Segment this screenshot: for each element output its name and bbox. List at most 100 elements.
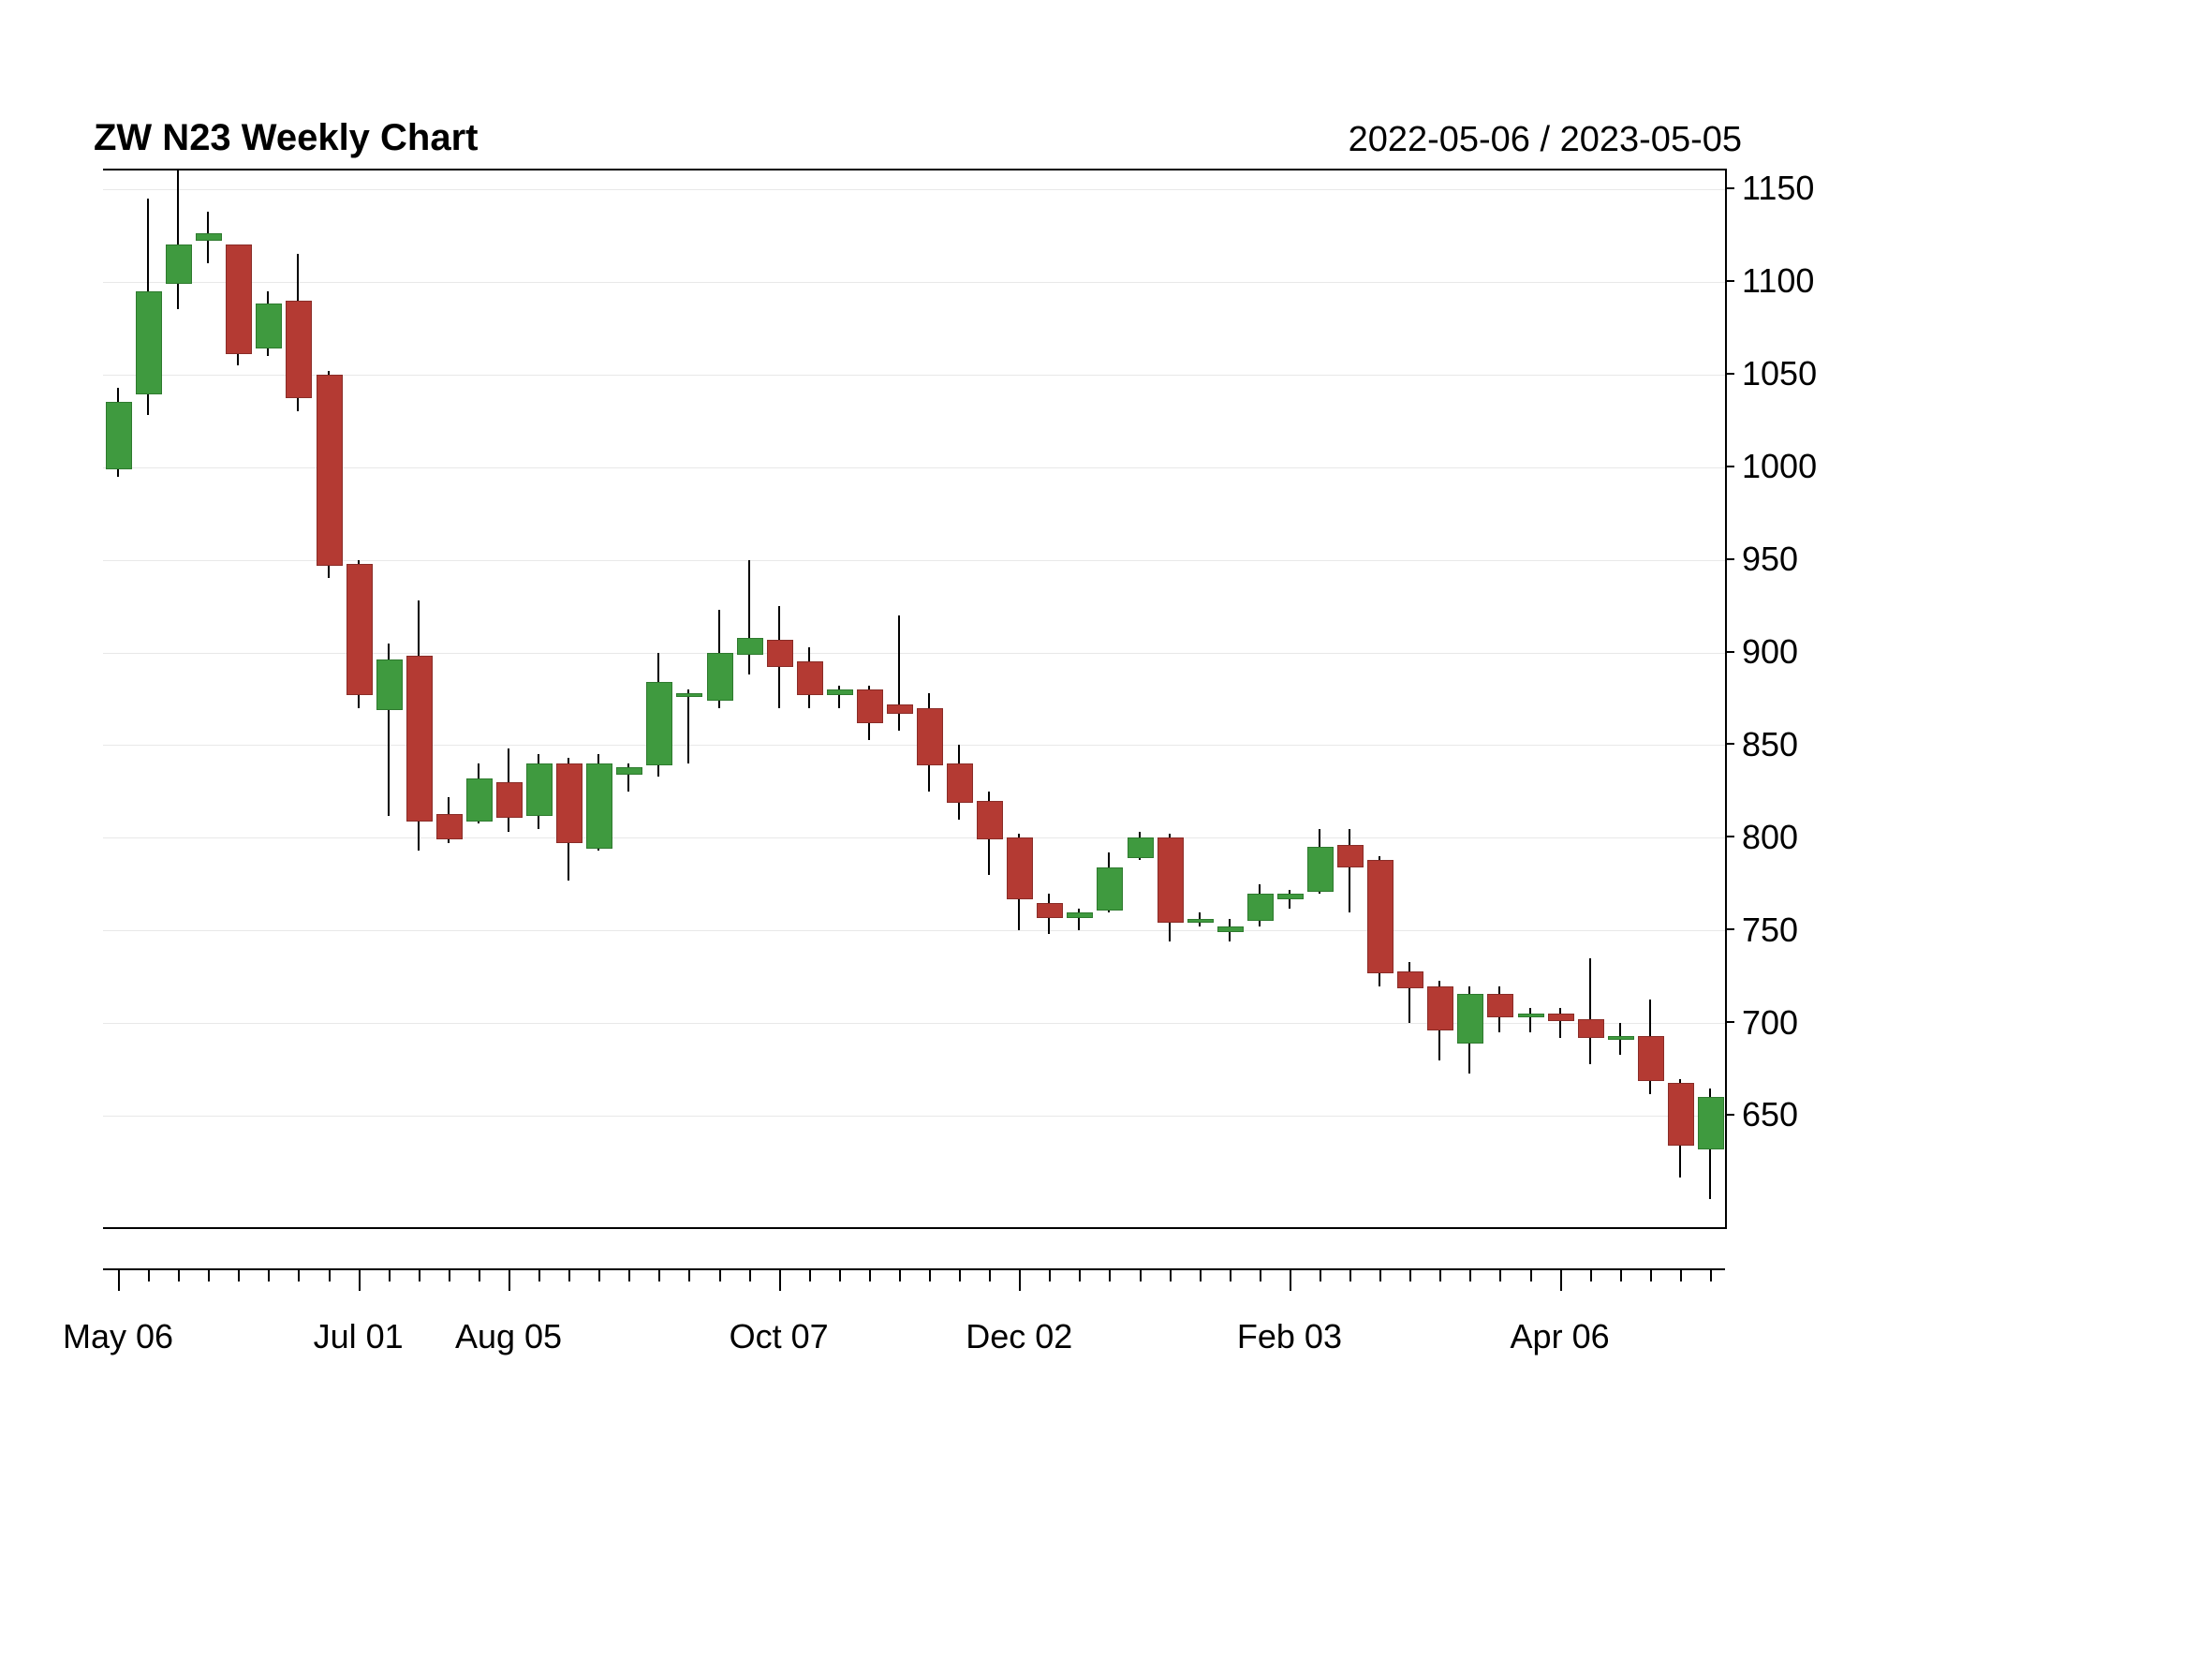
x-tick-minor <box>1469 1268 1471 1281</box>
candle-wick <box>177 170 179 309</box>
y-tick-label: 700 <box>1742 1003 1798 1043</box>
candle-down <box>556 763 582 843</box>
candle-up <box>1067 912 1093 918</box>
y-tick-mark <box>1725 743 1734 745</box>
x-tick-label: Dec 02 <box>966 1317 1072 1356</box>
candle-up <box>646 682 672 765</box>
x-tick-minor <box>688 1268 690 1281</box>
x-tick-minor <box>839 1268 841 1281</box>
x-tick-minor <box>148 1268 150 1281</box>
gridline-horizontal <box>103 930 1725 931</box>
y-tick-mark <box>1725 1114 1734 1116</box>
x-tick-minor <box>1260 1268 1261 1281</box>
candle-up <box>196 233 222 241</box>
candle-down <box>347 564 373 696</box>
gridline-horizontal <box>103 375 1725 376</box>
candle-down <box>917 708 943 765</box>
x-tick-minor <box>989 1268 991 1281</box>
candle-up <box>1518 1014 1544 1017</box>
candle-down <box>1397 971 1423 988</box>
x-tick-label: Apr 06 <box>1511 1317 1610 1356</box>
candle-up <box>1217 926 1244 932</box>
candle-up <box>1277 894 1304 899</box>
x-tick-minor <box>1170 1268 1172 1281</box>
candle-down <box>1007 837 1033 898</box>
candle-down <box>887 704 913 714</box>
x-tick-minor <box>1620 1268 1622 1281</box>
x-tick-label: May 06 <box>63 1317 173 1356</box>
candle-down <box>436 814 463 840</box>
y-tick-label: 750 <box>1742 911 1798 950</box>
x-tick-minor <box>749 1268 751 1281</box>
x-tick-minor <box>869 1268 871 1281</box>
x-tick-minor <box>1320 1268 1321 1281</box>
x-tick-minor <box>809 1268 811 1281</box>
candle-up <box>1457 994 1483 1044</box>
candle-up <box>1608 1036 1634 1040</box>
candle-down <box>1487 994 1513 1018</box>
candle-up <box>827 689 853 695</box>
candle-down <box>406 656 433 821</box>
plot-inner <box>103 170 1725 1227</box>
x-tick-minor <box>419 1268 420 1281</box>
candle-up <box>1128 837 1154 858</box>
x-tick-minor <box>178 1268 180 1281</box>
x-tick-minor <box>899 1268 901 1281</box>
candle-up <box>136 291 162 395</box>
x-tick-minor <box>568 1268 570 1281</box>
y-tick-label: 1100 <box>1742 261 1814 301</box>
x-tick-major <box>509 1268 510 1291</box>
x-tick-minor <box>959 1268 961 1281</box>
x-tick-major <box>1560 1268 1562 1291</box>
y-tick-label: 900 <box>1742 632 1798 672</box>
y-tick-mark <box>1725 651 1734 653</box>
x-tick-label: Aug 05 <box>455 1317 562 1356</box>
candle-down <box>947 763 973 803</box>
candle-wick <box>748 560 750 675</box>
candle-up <box>106 402 132 468</box>
candle-up <box>586 763 612 849</box>
x-tick-minor <box>268 1268 270 1281</box>
y-tick-mark <box>1725 928 1734 930</box>
candle-up <box>1097 867 1123 911</box>
gridline-horizontal <box>103 467 1725 468</box>
gridline-horizontal <box>103 1116 1725 1117</box>
x-tick-minor <box>389 1268 391 1281</box>
candle-down <box>286 301 312 399</box>
candle-up <box>376 659 403 709</box>
x-tick-minor <box>1680 1268 1682 1281</box>
x-tick-minor <box>1710 1268 1712 1281</box>
gridline-horizontal <box>103 837 1725 838</box>
x-tick-label: Feb 03 <box>1237 1317 1342 1356</box>
candle-wick <box>1559 1008 1561 1038</box>
x-tick-minor <box>1590 1268 1592 1281</box>
date-range: 2022-05-06 / 2023-05-05 <box>1311 120 1742 160</box>
candle-up <box>526 763 553 815</box>
x-tick-minor <box>1409 1268 1411 1281</box>
y-tick-mark <box>1725 280 1734 282</box>
y-tick-label: 950 <box>1742 540 1798 579</box>
x-tick-minor <box>1349 1268 1351 1281</box>
y-tick-label: 650 <box>1742 1095 1798 1134</box>
x-tick-minor <box>298 1268 300 1281</box>
candle-wick <box>1529 1008 1531 1032</box>
plot-area <box>103 169 1727 1229</box>
candle-up <box>676 693 702 697</box>
candle-up <box>737 638 763 655</box>
y-tick-mark <box>1725 558 1734 560</box>
x-tick-minor <box>1049 1268 1051 1281</box>
candle-down <box>496 782 523 818</box>
y-tick-label: 1150 <box>1742 169 1814 208</box>
candle-up <box>256 304 282 348</box>
x-tick-major <box>118 1268 120 1291</box>
x-tick-minor <box>449 1268 450 1281</box>
gridline-horizontal <box>103 745 1725 746</box>
candle-down <box>1548 1014 1574 1021</box>
candle-down <box>317 375 343 566</box>
candle-down <box>1578 1019 1604 1038</box>
x-tick-major <box>779 1268 781 1291</box>
candle-down <box>797 661 823 695</box>
candle-up <box>1187 919 1214 923</box>
x-tick-minor <box>1200 1268 1202 1281</box>
candle-down <box>857 689 883 723</box>
